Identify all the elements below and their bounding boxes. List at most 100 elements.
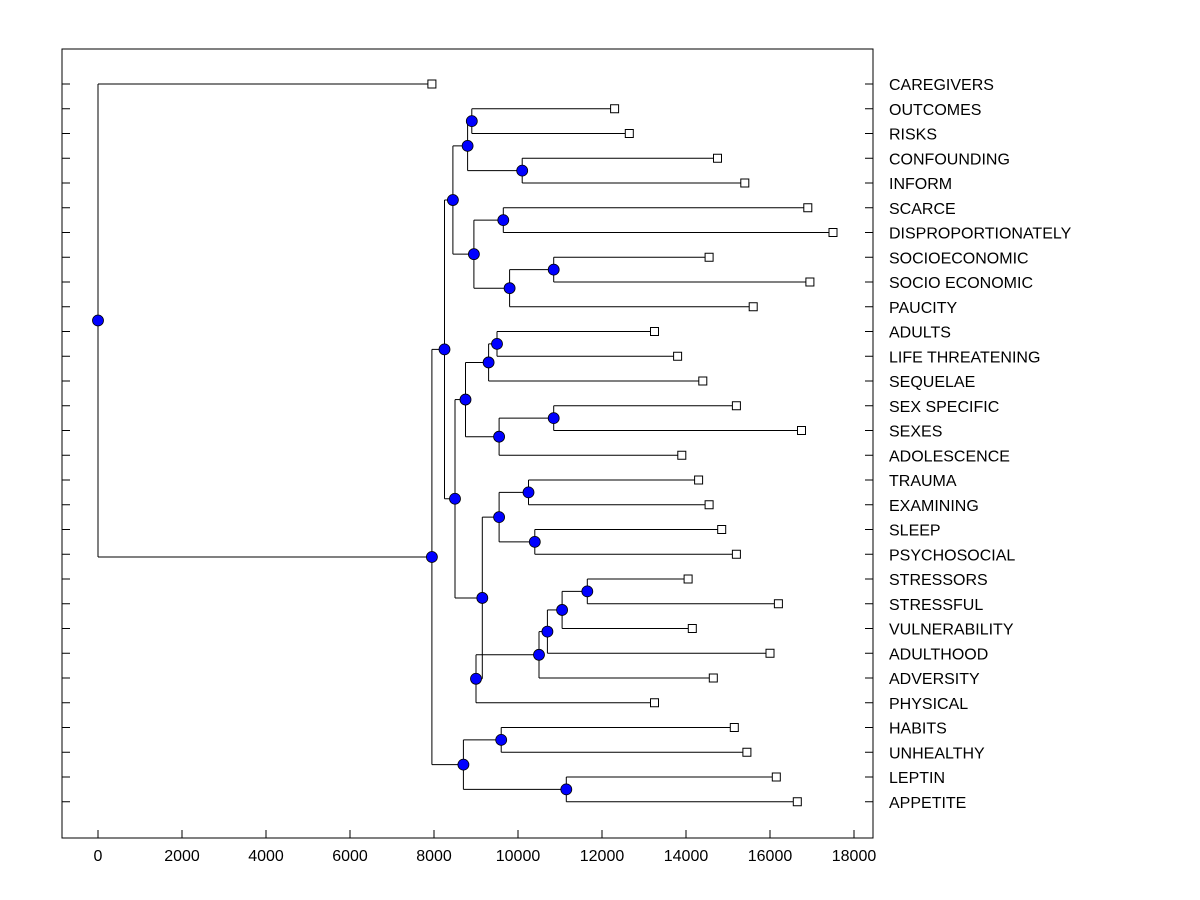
cluster-node bbox=[438, 343, 451, 356]
x-axis-ticks bbox=[97, 830, 855, 838]
cluster-node bbox=[497, 214, 510, 227]
leaf-label: SCARCE bbox=[889, 201, 956, 218]
cluster-node bbox=[425, 551, 438, 563]
x-axis-labels: 0 2000 4000 6000 8000 10000 12000 14000 16000 180… bbox=[94, 848, 877, 865]
leaf-marker bbox=[610, 104, 620, 114]
cluster-node bbox=[581, 585, 594, 598]
leaf-marker bbox=[797, 426, 806, 435]
x-tick-label: 8000 bbox=[416, 848, 452, 865]
leaf-label: INFORM bbox=[889, 176, 952, 193]
cluster-node bbox=[476, 592, 489, 604]
leaf-marker bbox=[698, 376, 708, 386]
leaf-label: PAUCITY bbox=[889, 300, 957, 317]
leaf-marker bbox=[717, 525, 727, 534]
leaf-label: UNHEALTHY bbox=[889, 745, 985, 762]
leaf-marker bbox=[771, 772, 781, 782]
leaf-marker bbox=[742, 747, 752, 757]
leaf-label: SEXES bbox=[889, 424, 942, 441]
leaf-label: APPETITE bbox=[889, 795, 966, 812]
leaf-marker bbox=[708, 673, 718, 683]
dendrogram-links bbox=[97, 83, 833, 803]
leaf-label: ADULTHOOD bbox=[889, 646, 988, 663]
cluster-node bbox=[503, 282, 516, 295]
cluster-node bbox=[493, 511, 506, 524]
cluster-node bbox=[516, 164, 529, 177]
leaf-label: DISPROPORTIONATELY bbox=[889, 226, 1072, 243]
leaf-label: RISKS bbox=[889, 127, 937, 144]
cluster-node bbox=[533, 648, 545, 661]
leaf-labels: CAREGIVERS OUTCOMES RISKS CONFOUNDING INFORM… bbox=[889, 77, 1072, 812]
cluster-node bbox=[493, 430, 506, 443]
leaf-marker bbox=[673, 351, 683, 361]
leaf-markers bbox=[427, 79, 838, 807]
leaf-marker bbox=[713, 153, 722, 163]
leaf-marker bbox=[694, 475, 704, 485]
cluster-node bbox=[467, 248, 480, 261]
leaf-label: TRAUMA bbox=[889, 473, 957, 490]
leaf-label: SOCIOECONOMIC bbox=[889, 250, 1029, 267]
x-tick-label: 0 bbox=[94, 848, 103, 865]
leaf-label: SEX SPECIFIC bbox=[889, 399, 999, 416]
cluster-node bbox=[528, 535, 541, 548]
leaf-marker bbox=[683, 574, 693, 584]
leaf-marker bbox=[773, 599, 783, 609]
x-tick-label: 14000 bbox=[664, 848, 709, 865]
leaf-label: LEPTIN bbox=[889, 770, 945, 787]
leaf-label: CAREGIVERS bbox=[889, 77, 994, 94]
leaf-label: STRESSFUL bbox=[889, 597, 983, 614]
cluster-node bbox=[522, 486, 535, 499]
leaf-label: CONFOUNDING bbox=[889, 151, 1010, 168]
x-tick-label: 6000 bbox=[332, 848, 368, 865]
leaf-marker bbox=[624, 129, 634, 138]
cluster-node bbox=[459, 393, 472, 406]
leaf-label: PHYSICAL bbox=[889, 696, 968, 713]
leaf-label: EXAMINING bbox=[889, 498, 979, 515]
x-tick-label: 10000 bbox=[496, 848, 541, 865]
leaf-label: PSYCHOSOCIAL bbox=[889, 547, 1015, 564]
leaf-marker bbox=[677, 450, 687, 460]
cluster-node bbox=[461, 139, 474, 152]
leaf-label: HABITS bbox=[889, 721, 947, 738]
y-axis-ticks bbox=[62, 83, 873, 803]
leaf-marker bbox=[740, 178, 750, 188]
leaf-marker bbox=[704, 500, 714, 510]
leaf-marker bbox=[731, 401, 741, 411]
leaf-label: SEQUELAE bbox=[889, 374, 975, 391]
leaf-label: SOCIO ECONOMIC bbox=[889, 275, 1033, 292]
leaf-label: ADULTS bbox=[889, 325, 951, 342]
leaf-marker bbox=[650, 327, 659, 336]
leaf-marker bbox=[729, 723, 739, 732]
leaf-marker bbox=[803, 203, 813, 213]
leaf-marker bbox=[805, 277, 815, 287]
x-tick-label: 2000 bbox=[164, 848, 200, 865]
leaf-marker bbox=[748, 302, 758, 312]
cluster-node bbox=[470, 672, 482, 685]
leaf-marker bbox=[650, 698, 659, 708]
leaf-marker bbox=[687, 624, 697, 633]
node-markers bbox=[92, 115, 594, 796]
cluster-node bbox=[457, 758, 470, 771]
cluster-node bbox=[491, 337, 503, 350]
leaf-marker bbox=[704, 252, 714, 262]
cluster-node bbox=[465, 115, 478, 128]
leaf-label: LIFE THREATENING bbox=[889, 349, 1040, 366]
leaf-marker bbox=[828, 228, 838, 237]
cluster-node bbox=[556, 604, 568, 616]
cluster-node bbox=[495, 733, 508, 746]
cluster-node bbox=[449, 492, 461, 505]
leaf-marker bbox=[792, 797, 802, 807]
cluster-node bbox=[92, 314, 104, 327]
x-tick-label: 18000 bbox=[832, 848, 877, 865]
cluster-node bbox=[446, 194, 459, 206]
leaf-marker bbox=[731, 549, 741, 559]
x-tick-label: 4000 bbox=[248, 848, 284, 865]
cluster-node bbox=[547, 263, 560, 276]
leaf-label: ADOLESCENCE bbox=[889, 448, 1010, 465]
cluster-node bbox=[541, 625, 554, 638]
leaf-label: OUTCOMES bbox=[889, 102, 981, 119]
leaf-label: VULNERABILITY bbox=[889, 622, 1014, 639]
leaf-label: SLEEP bbox=[889, 523, 941, 540]
leaf-label: STRESSORS bbox=[889, 572, 988, 589]
leaf-marker bbox=[765, 648, 775, 658]
